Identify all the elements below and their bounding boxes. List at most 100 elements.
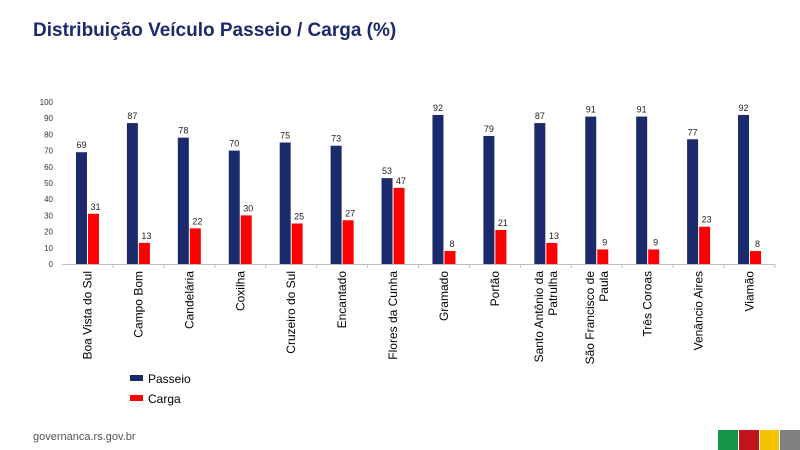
bar-carga <box>546 242 558 264</box>
y-tick-label: 10 <box>44 244 53 253</box>
x-tick-label: São Francisco de <box>583 271 597 365</box>
data-label-carga: 22 <box>192 216 202 226</box>
bar-passeio <box>738 114 750 265</box>
x-tick-label-group: Venâncio Aires <box>692 271 706 350</box>
x-tick-label-group: Viamão <box>743 271 757 312</box>
x-tick-label-group: Gramado <box>437 271 451 321</box>
data-label-carga: 8 <box>755 239 760 249</box>
data-label-carga: 21 <box>498 218 508 228</box>
x-tick-label-group: Coxilha <box>233 271 247 311</box>
data-label-carga: 27 <box>345 208 355 218</box>
y-tick-label: 60 <box>44 163 53 172</box>
bar-passeio <box>534 123 546 264</box>
bar-carga <box>138 242 150 264</box>
y-tick-label: 80 <box>44 130 53 139</box>
data-label-passeio: 91 <box>637 105 647 115</box>
x-tick-label: Cruzeiro do Sul <box>284 271 298 354</box>
x-tick-label-group: Encantado <box>335 271 349 329</box>
y-tick-label: 0 <box>49 260 54 269</box>
x-tick-label-group: São Francisco de Paula <box>583 271 611 365</box>
x-tick-label: Venâncio Aires <box>692 271 706 350</box>
data-label-passeio: 92 <box>739 103 749 113</box>
page-title: Distribuição Veículo Passeio / Carga (%) <box>33 20 397 41</box>
legend-swatch-passeio <box>130 375 143 381</box>
y-tick-label: 50 <box>44 179 53 188</box>
data-label-passeio: 91 <box>586 105 596 115</box>
data-label-carga: 9 <box>653 237 658 247</box>
bar-passeio <box>330 145 342 264</box>
data-label-carga: 13 <box>141 231 151 241</box>
x-tick-label-group: Santo Antônio da Patrulha <box>532 271 560 363</box>
footer-url: governanca.rs.gov.br <box>33 431 136 443</box>
bar-passeio <box>279 142 291 264</box>
data-label-passeio: 69 <box>76 140 86 150</box>
bar-chart: 0 10 20 30 40 50 60 70 80 90 100 69 31 Boa Vista do S… <box>40 98 776 406</box>
data-label-passeio: 53 <box>382 166 392 176</box>
x-tick-label: Coxilha <box>233 271 247 311</box>
flag-stripe-gray <box>780 430 800 450</box>
bar-passeio <box>687 139 699 264</box>
x-tick-label-group: Flores da Cunha <box>386 271 400 360</box>
x-tick-label-group: Três Coroas <box>641 271 655 337</box>
x-tick-label: Flores da Cunha <box>386 271 400 360</box>
x-tick-label: Campo Bom <box>131 271 145 338</box>
x-tick-label: Santo Antônio da <box>532 271 546 363</box>
y-tick-label: 30 <box>44 211 53 220</box>
x-tick-label: Viamão <box>743 271 757 312</box>
x-tick-label: Boa Vista do Sul <box>80 271 94 360</box>
bar-passeio <box>585 116 597 264</box>
flag-stripe-yellow <box>760 430 779 450</box>
data-label-passeio: 92 <box>433 103 443 113</box>
legend-label-carga: Carga <box>148 392 181 406</box>
bar-passeio <box>228 150 240 264</box>
bar-carga <box>495 229 507 264</box>
bar-carga <box>444 251 456 264</box>
bar-carga <box>189 228 201 264</box>
bar-carga <box>87 213 99 264</box>
data-label-carga: 9 <box>602 237 607 247</box>
x-tick-label: Patrulha <box>546 271 560 316</box>
y-tick-label: 20 <box>44 228 53 237</box>
x-tick-label-group: Portão <box>488 271 502 307</box>
bar-carga <box>699 226 711 264</box>
bar-carga <box>393 187 405 264</box>
data-label-passeio: 70 <box>229 139 239 149</box>
data-label-passeio: 77 <box>688 127 698 137</box>
bar-carga <box>750 251 762 264</box>
flag-stripe-green <box>718 430 738 450</box>
x-tick-label: Encantado <box>335 271 349 329</box>
bar-passeio <box>432 114 444 265</box>
x-tick-label: Três Coroas <box>641 271 655 337</box>
bar-passeio <box>177 137 189 264</box>
bar-carga <box>291 223 303 264</box>
y-tick-label: 100 <box>40 98 54 107</box>
data-label-carga: 13 <box>549 231 559 241</box>
bar-passeio <box>381 178 393 264</box>
x-tick-label: Paula <box>597 271 611 302</box>
data-label-passeio: 87 <box>127 111 137 121</box>
y-tick-label: 90 <box>44 114 53 123</box>
bar-passeio <box>75 152 87 264</box>
data-label-passeio: 78 <box>178 126 188 136</box>
bar-passeio <box>483 136 495 264</box>
legend-swatch-carga <box>130 395 143 401</box>
data-label-passeio: 75 <box>280 131 290 141</box>
data-label-carga: 25 <box>294 212 304 222</box>
data-label-passeio: 79 <box>484 124 494 134</box>
data-label-carga: 30 <box>243 203 253 213</box>
legend-label-passeio: Passeio <box>148 372 191 386</box>
bar-carga <box>597 249 609 264</box>
y-tick-label: 70 <box>44 147 53 156</box>
x-tick-label-group: Cruzeiro do Sul <box>284 271 298 354</box>
data-label-carga: 47 <box>396 176 406 186</box>
flag-stripe-red <box>739 430 759 450</box>
x-tick-label: Portão <box>488 271 502 307</box>
data-label-carga: 31 <box>90 202 100 212</box>
bar-carga <box>342 220 354 264</box>
bar-passeio <box>126 123 138 264</box>
bar-passeio <box>636 116 648 264</box>
x-tick-label: Candelária <box>182 271 196 329</box>
bar-carga <box>648 249 660 264</box>
data-label-carga: 8 <box>449 239 454 249</box>
data-label-carga: 23 <box>702 215 712 225</box>
